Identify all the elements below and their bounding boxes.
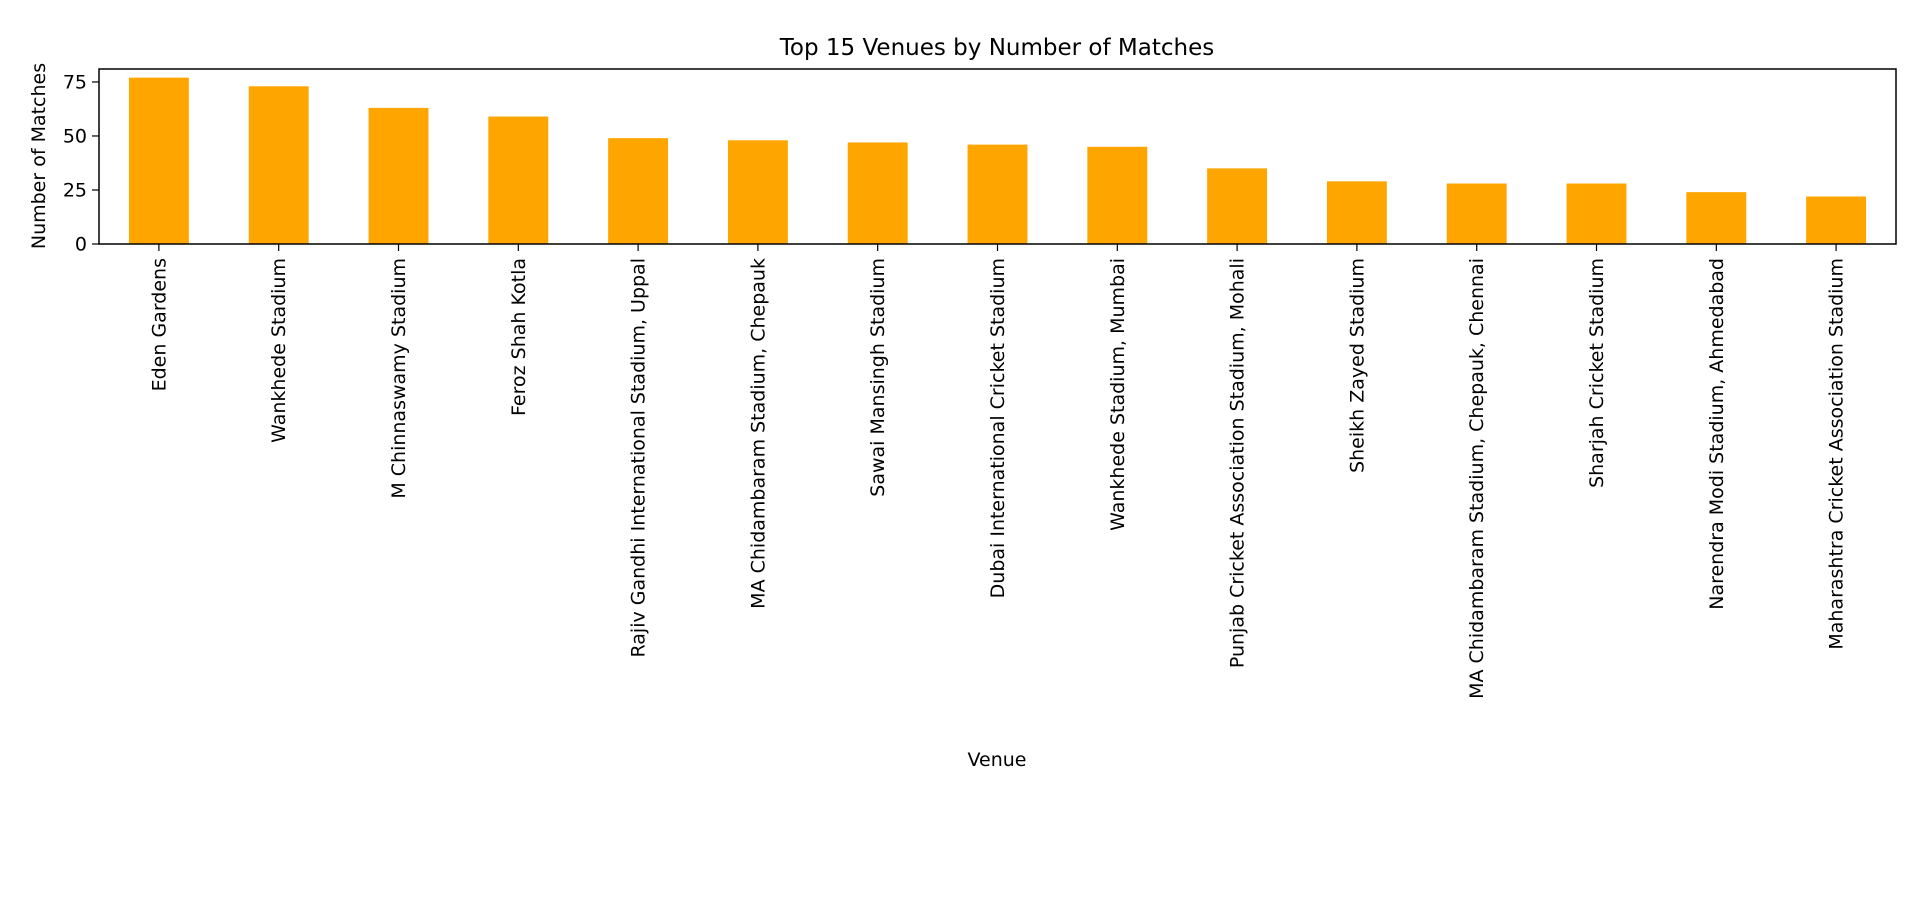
- chart-title: Top 15 Venues by Number of Matches: [779, 35, 1214, 61]
- x-tick-label-11: Sheikh Zayed Stadium: [1346, 258, 1368, 473]
- x-tick-label-13: Sharjah Cricket Stadium: [1586, 258, 1608, 488]
- y-tick-label-3: 50: [63, 125, 87, 147]
- x-tick-label-14: Narendra Modi Stadium, Ahmedabad: [1706, 258, 1728, 610]
- bar-7: [847, 142, 908, 244]
- x-tick-label-6: MA Chidambaram Stadium, Chepauk: [747, 258, 769, 609]
- y-axis-label: Number of Matches: [28, 63, 50, 249]
- x-tick-label-7: Sawai Mansingh Stadium: [867, 258, 889, 497]
- bar-4: [488, 116, 549, 244]
- bar-11: [1326, 181, 1387, 244]
- bar-3: [368, 107, 429, 244]
- x-tick-label-15: Maharashtra Cricket Association Stadium: [1826, 258, 1848, 650]
- x-tick-label-1: Eden Gardens: [148, 258, 170, 391]
- y-axis: 0 25 50 75: [63, 71, 99, 256]
- bar-6: [727, 140, 788, 244]
- plot-area: [128, 77, 1867, 244]
- y-tick-label-2: 25: [63, 179, 87, 201]
- x-tick-label-12: MA Chidambaram Stadium, Chepauk, Chennai: [1466, 258, 1488, 699]
- bar-2: [248, 86, 309, 244]
- y-tick-label-4: 75: [63, 71, 87, 93]
- x-tick-label-8: Dubai International Cricket Stadium: [987, 258, 1009, 598]
- x-axis: Eden Gardens Wankhede Stadium M Chinnaswam…: [148, 244, 1848, 699]
- x-tick-label-10: Punjab Cricket Association Stadium, Moha…: [1227, 258, 1249, 668]
- x-axis-label: Venue: [968, 749, 1027, 771]
- x-tick-label-9: Wankhede Stadium, Mumbai: [1107, 258, 1129, 531]
- y-tick-label-1: 0: [75, 234, 87, 256]
- bar-5: [608, 138, 669, 244]
- bar-15: [1806, 196, 1867, 244]
- x-tick-label-2: Wankhede Stadium: [268, 258, 290, 443]
- x-tick-label-4: Feroz Shah Kotla: [508, 258, 530, 416]
- bar-10: [1207, 168, 1268, 244]
- bar-13: [1566, 183, 1627, 244]
- axes-frame: [98, 68, 1897, 245]
- bar-14: [1686, 192, 1747, 244]
- bar-8: [967, 144, 1028, 244]
- bar-12: [1446, 183, 1507, 244]
- x-tick-label-3: M Chinnaswamy Stadium: [388, 258, 410, 499]
- x-tick-label-5: Rajiv Gandhi International Stadium, Uppa…: [628, 258, 650, 657]
- bar-9: [1087, 146, 1148, 244]
- bar-1: [128, 77, 189, 244]
